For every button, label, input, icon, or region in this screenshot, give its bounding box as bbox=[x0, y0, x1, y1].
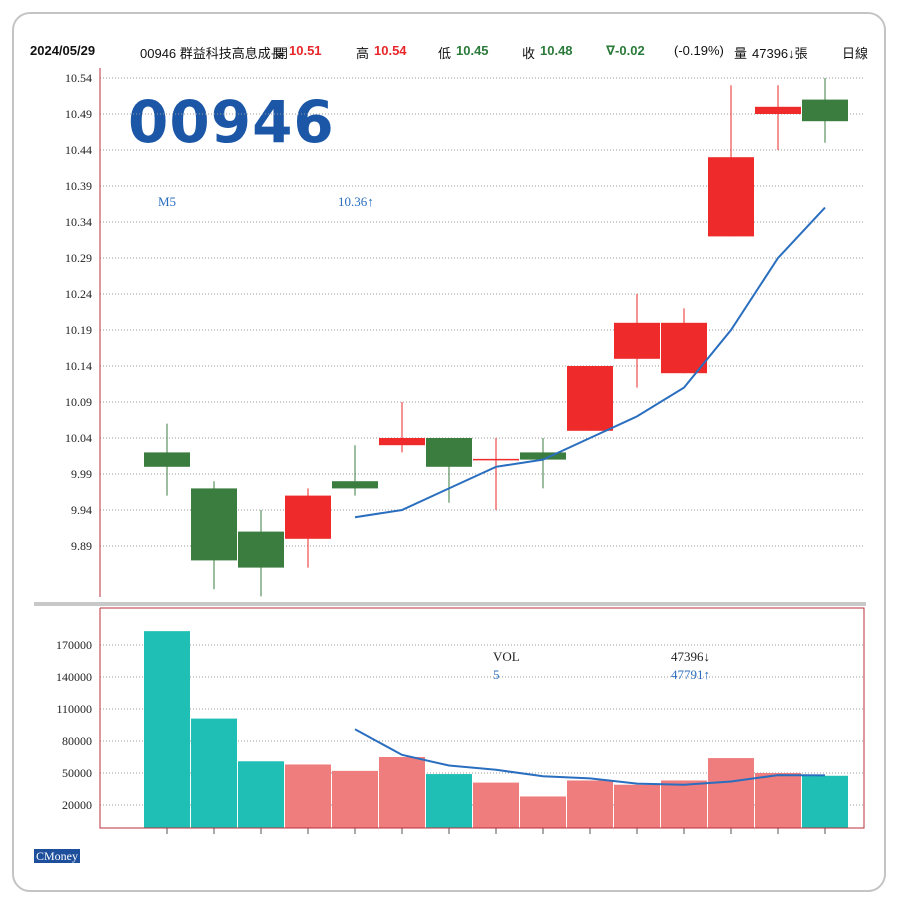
volume-bar bbox=[379, 757, 425, 828]
volume-ma-period: 5 bbox=[493, 667, 500, 682]
price-tick-label: 10.14 bbox=[65, 359, 92, 373]
high-label: 高 bbox=[356, 46, 370, 61]
price-tick-label: 9.99 bbox=[71, 467, 92, 481]
candle bbox=[661, 308, 707, 374]
candles bbox=[144, 78, 848, 597]
volume-axis-ticks: 170000 140000 110000 80000 50000 20000 bbox=[56, 638, 92, 812]
candle-body bbox=[144, 452, 190, 467]
volume-bar bbox=[567, 780, 613, 828]
quote-date: 2024/05/29 bbox=[30, 43, 96, 58]
price-tick-label: 10.34 bbox=[65, 215, 92, 229]
x-axis-ticks bbox=[166, 828, 826, 834]
cmoney-logo: CMoney bbox=[34, 849, 80, 863]
candle bbox=[191, 481, 237, 590]
candle-body bbox=[567, 366, 613, 431]
candle bbox=[520, 438, 566, 489]
volume-bar bbox=[238, 761, 284, 828]
candle-body bbox=[708, 157, 754, 237]
candle bbox=[802, 78, 848, 143]
stock-name: 00946 群益科技高息成長 bbox=[140, 46, 284, 61]
volume-ma5-line bbox=[354, 728, 826, 786]
price-ma5-line bbox=[354, 206, 826, 519]
candle-body bbox=[238, 531, 284, 568]
change-value: ∇-0.02 bbox=[606, 43, 645, 58]
price-tick-label: 10.44 bbox=[65, 143, 92, 157]
price-tick-label: 10.54 bbox=[65, 71, 92, 85]
volume-tick-label: 110000 bbox=[56, 702, 92, 716]
volume-tick-label: 50000 bbox=[62, 766, 92, 780]
price-tick-label: 10.39 bbox=[65, 179, 92, 193]
volume-tick-label: 20000 bbox=[62, 798, 92, 812]
volume-value: 47396↓張 bbox=[752, 46, 808, 61]
low-value: 10.45 bbox=[456, 43, 489, 58]
volume-tick-label: 140000 bbox=[56, 670, 92, 684]
candle bbox=[708, 85, 754, 237]
volume-bar bbox=[332, 770, 378, 828]
price-axis-ticks: 10.54 10.49 10.44 10.39 10.34 10.29 10.24 10.19… bbox=[65, 71, 92, 553]
price-tick-label: 10.29 bbox=[65, 251, 92, 265]
price-ma-name: M5 bbox=[158, 194, 176, 209]
candle-body bbox=[755, 106, 801, 114]
price-tick-label: 10.19 bbox=[65, 323, 92, 337]
volume-indicator-name: VOL bbox=[493, 649, 520, 664]
volume-bar bbox=[614, 784, 660, 828]
open-label: 開 bbox=[275, 46, 289, 61]
volume-bar bbox=[473, 782, 519, 828]
volume-bar bbox=[520, 796, 566, 828]
candle-body bbox=[379, 438, 425, 446]
price-tick-label: 10.09 bbox=[65, 395, 92, 409]
volume-bar bbox=[708, 758, 754, 828]
quote-header: 2024/05/29 00946 群益科技高息成長 開 10.51 高 10.5… bbox=[30, 43, 880, 61]
volume-bar bbox=[755, 773, 801, 828]
volume-bar bbox=[426, 774, 472, 828]
volume-bar bbox=[144, 631, 190, 828]
low-label: 低 bbox=[438, 46, 452, 61]
candle bbox=[614, 294, 660, 388]
candle bbox=[755, 85, 801, 150]
candle-body bbox=[614, 322, 660, 359]
close-value: 10.48 bbox=[540, 43, 573, 58]
candle bbox=[238, 510, 284, 597]
price-tick-label: 10.49 bbox=[65, 107, 92, 121]
candle-body bbox=[332, 481, 378, 489]
open-value: 10.51 bbox=[289, 43, 322, 58]
change-percent: (-0.19%) bbox=[674, 43, 724, 58]
candle bbox=[285, 488, 331, 568]
price-tick-label: 9.89 bbox=[71, 539, 92, 553]
candle-body bbox=[520, 452, 566, 460]
period-label: 日線 bbox=[842, 46, 869, 61]
candle bbox=[426, 438, 472, 503]
candle-body bbox=[661, 322, 707, 374]
volume-ma-value: 47791↑ bbox=[671, 667, 710, 682]
close-label: 收 bbox=[522, 46, 536, 61]
price-tick-label: 9.94 bbox=[71, 503, 92, 517]
candle-body bbox=[285, 495, 331, 539]
panel-separator bbox=[34, 602, 866, 606]
stock-code-watermark: 00946 bbox=[128, 88, 335, 156]
candle bbox=[144, 423, 190, 496]
volume-current: 47396↓ bbox=[671, 649, 710, 664]
price-tick-label: 10.04 bbox=[65, 431, 92, 445]
volume-bars bbox=[144, 631, 848, 828]
volume-label: 量 bbox=[734, 46, 748, 61]
candle-body bbox=[426, 438, 472, 467]
volume-panel-frame bbox=[99, 607, 865, 829]
volume-bar bbox=[285, 764, 331, 828]
volume-bar bbox=[661, 780, 707, 828]
volume-tick-label: 170000 bbox=[56, 638, 92, 652]
volume-bar bbox=[802, 775, 848, 828]
price-tick-label: 10.24 bbox=[65, 287, 92, 301]
candle bbox=[473, 438, 519, 510]
high-value: 10.54 bbox=[374, 43, 407, 58]
price-ma-value: 10.36↑ bbox=[338, 194, 374, 209]
candle-body bbox=[802, 99, 848, 122]
volume-bar bbox=[191, 718, 237, 828]
candle bbox=[567, 366, 613, 431]
volume-tick-label: 80000 bbox=[62, 734, 92, 748]
candle-body bbox=[191, 488, 237, 561]
price-grid bbox=[100, 77, 864, 547]
candle bbox=[332, 445, 378, 496]
candle bbox=[379, 402, 425, 453]
